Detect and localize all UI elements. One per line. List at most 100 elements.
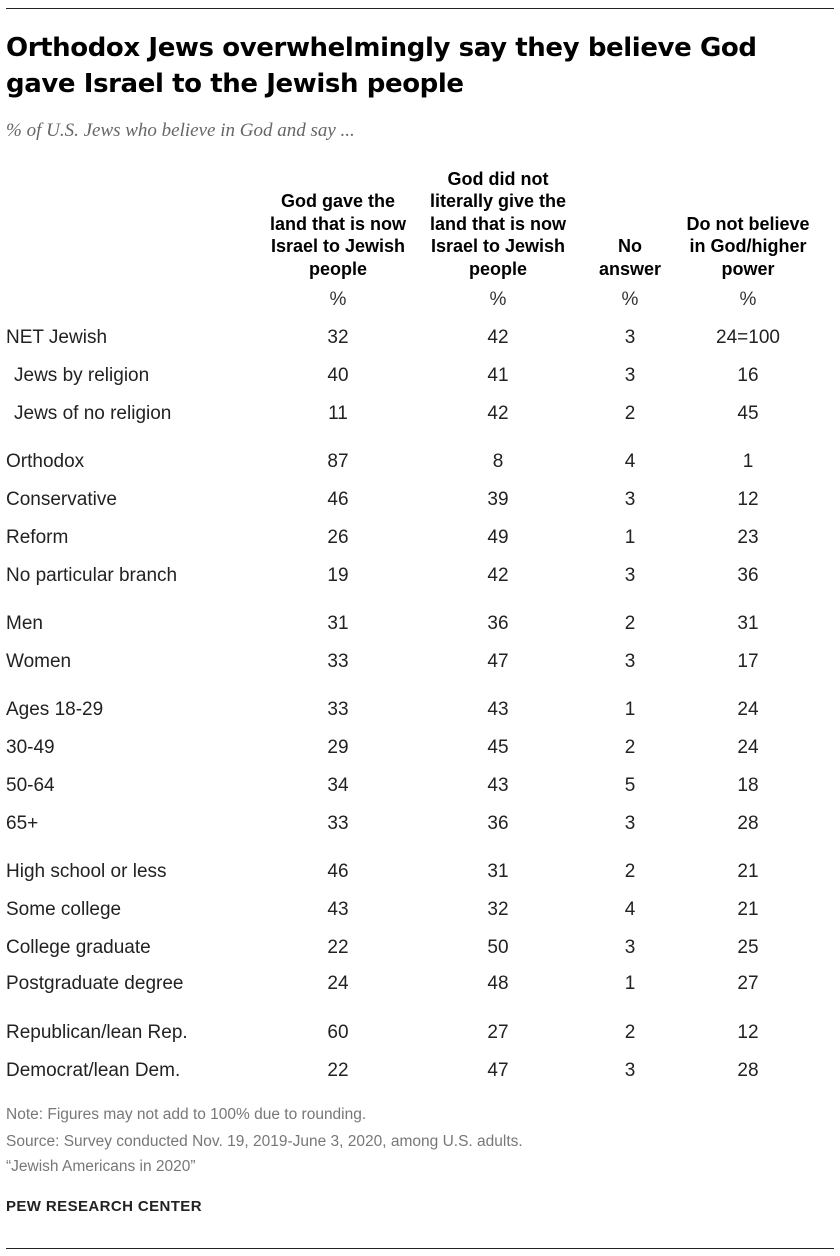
unit-label: %	[739, 289, 757, 310]
row-label: 50-64	[6, 775, 55, 796]
table-cell: 36	[487, 613, 509, 634]
row-label: Orthodox	[6, 451, 85, 472]
table-cell: 40	[327, 365, 349, 386]
table-row: Jews by religion 40 41 3 16	[0, 365, 840, 391]
table-cell: 26	[327, 527, 349, 548]
table-row: 30-49 29 45 2 24	[0, 737, 840, 763]
chart-title: Orthodox Jews overwhelmingly say they be…	[6, 33, 757, 99]
table-cell: 47	[487, 1060, 509, 1081]
table-cell: 2	[624, 861, 636, 882]
table-row: Jews of no religion 11 42 2 45	[0, 403, 840, 429]
table-cell: 27	[737, 973, 759, 994]
table-cell: 29	[327, 737, 349, 758]
row-label: Reform	[6, 527, 69, 548]
table-cell: 50	[487, 937, 509, 958]
row-label: Ages 18-29	[6, 699, 104, 720]
table-row: No particular branch 19 42 3 36	[0, 565, 840, 591]
table-cell: 42	[487, 327, 509, 348]
table-cell: 33	[327, 813, 349, 834]
table-cell: 42	[487, 403, 509, 424]
table-cell: 2	[624, 737, 636, 758]
row-label: Jews by religion	[14, 365, 150, 386]
table-cell: 3	[624, 1060, 636, 1081]
table-cell: 27	[487, 1022, 509, 1043]
table-cell: 28	[737, 813, 759, 834]
table-cell: 22	[327, 937, 349, 958]
column-header-god-gave: God gave the land that is now Israel to …	[269, 191, 406, 279]
column-header-no-answer: No answer	[598, 236, 662, 279]
row-label: Conservative	[6, 489, 117, 510]
table-cell: 49	[487, 527, 509, 548]
table-cell: 3	[624, 327, 636, 348]
table-cell: 22	[327, 1060, 349, 1081]
table-cell: 48	[487, 973, 509, 994]
table-cell: 12	[737, 1022, 759, 1043]
table-cell: 31	[737, 613, 759, 634]
table-cell: 3	[624, 937, 636, 958]
table-row: Ages 18-29 33 43 1 24	[0, 699, 840, 725]
table-row: Orthodox 87 8 4 1	[0, 451, 840, 477]
table-cell: 43	[487, 775, 509, 796]
table-cell: 24	[737, 699, 759, 720]
table-cell: 2	[624, 613, 636, 634]
table-cell: 24	[737, 737, 759, 758]
table-cell: 34	[327, 775, 349, 796]
table-cell: 41	[487, 365, 509, 386]
report-title: “Jewish Americans in 2020”	[6, 1158, 196, 1175]
table-row: Postgraduate degree 24 48 1 27	[0, 973, 840, 999]
table-row: High school or less 46 31 2 21	[0, 861, 840, 887]
table-cell: 11	[328, 403, 348, 424]
table-cell: 45	[487, 737, 509, 758]
table-cell: 1	[624, 973, 636, 994]
table-cell: 18	[737, 775, 759, 796]
table-cell: 43	[487, 699, 509, 720]
table-cell: 4	[624, 899, 636, 920]
table-row: Reform 26 49 1 23	[0, 527, 840, 553]
row-label: NET Jewish	[6, 327, 108, 348]
table-cell: 4	[624, 451, 636, 472]
table-cell: 31	[487, 861, 509, 882]
table-cell: 1	[624, 527, 636, 548]
table-cell: 36	[737, 565, 759, 586]
pew-logo: PEW RESEARCH CENTER	[6, 1198, 202, 1215]
row-label: Republican/lean Rep.	[6, 1022, 188, 1043]
row-label: 65+	[6, 813, 39, 834]
table-cell: 2	[624, 403, 636, 424]
table-cell: 1	[742, 451, 754, 472]
table-cell: 39	[487, 489, 509, 510]
table-row: NET Jewish 32 42 3 24=100	[0, 327, 840, 353]
table-cell: 25	[737, 937, 759, 958]
unit-label: %	[621, 289, 639, 310]
table-cell: 3	[624, 813, 636, 834]
table-row: College graduate 22 50 3 25	[0, 937, 840, 963]
note-text: Note: Figures may not add to 100% due to…	[6, 1106, 367, 1123]
row-label: High school or less	[6, 861, 167, 882]
table-cell: 33	[327, 699, 349, 720]
table-row: Women 33 47 3 17	[0, 651, 840, 677]
table-cell: 36	[487, 813, 509, 834]
table-cell: 2	[624, 1022, 636, 1043]
table-cell: 19	[327, 565, 349, 586]
table-cell: 46	[327, 489, 349, 510]
table-cell: 24=100	[716, 327, 780, 348]
table-cell: 3	[624, 651, 636, 672]
top-rule	[6, 8, 834, 9]
table-cell: 3	[624, 365, 636, 386]
chart-subtitle: % of U.S. Jews who believe in God and sa…	[6, 120, 355, 141]
bottom-rule	[6, 1248, 834, 1249]
table-cell: 17	[737, 651, 759, 672]
table-cell: 31	[327, 613, 349, 634]
table-cell: 12	[737, 489, 759, 510]
row-label: 30-49	[6, 737, 55, 758]
row-label: Women	[6, 651, 72, 672]
source-text: Source: Survey conducted Nov. 19, 2019-J…	[6, 1133, 523, 1150]
table-row: Men 31 36 2 31	[0, 613, 840, 639]
table-cell: 60	[327, 1022, 349, 1043]
table-row: Some college 43 32 4 21	[0, 899, 840, 925]
table-cell: 28	[737, 1060, 759, 1081]
table-cell: 8	[492, 451, 504, 472]
table-cell: 42	[487, 565, 509, 586]
table-row: Republican/lean Rep. 60 27 2 12	[0, 1022, 840, 1048]
table-row: 50-64 34 43 5 18	[0, 775, 840, 801]
table-cell: 21	[737, 861, 759, 882]
